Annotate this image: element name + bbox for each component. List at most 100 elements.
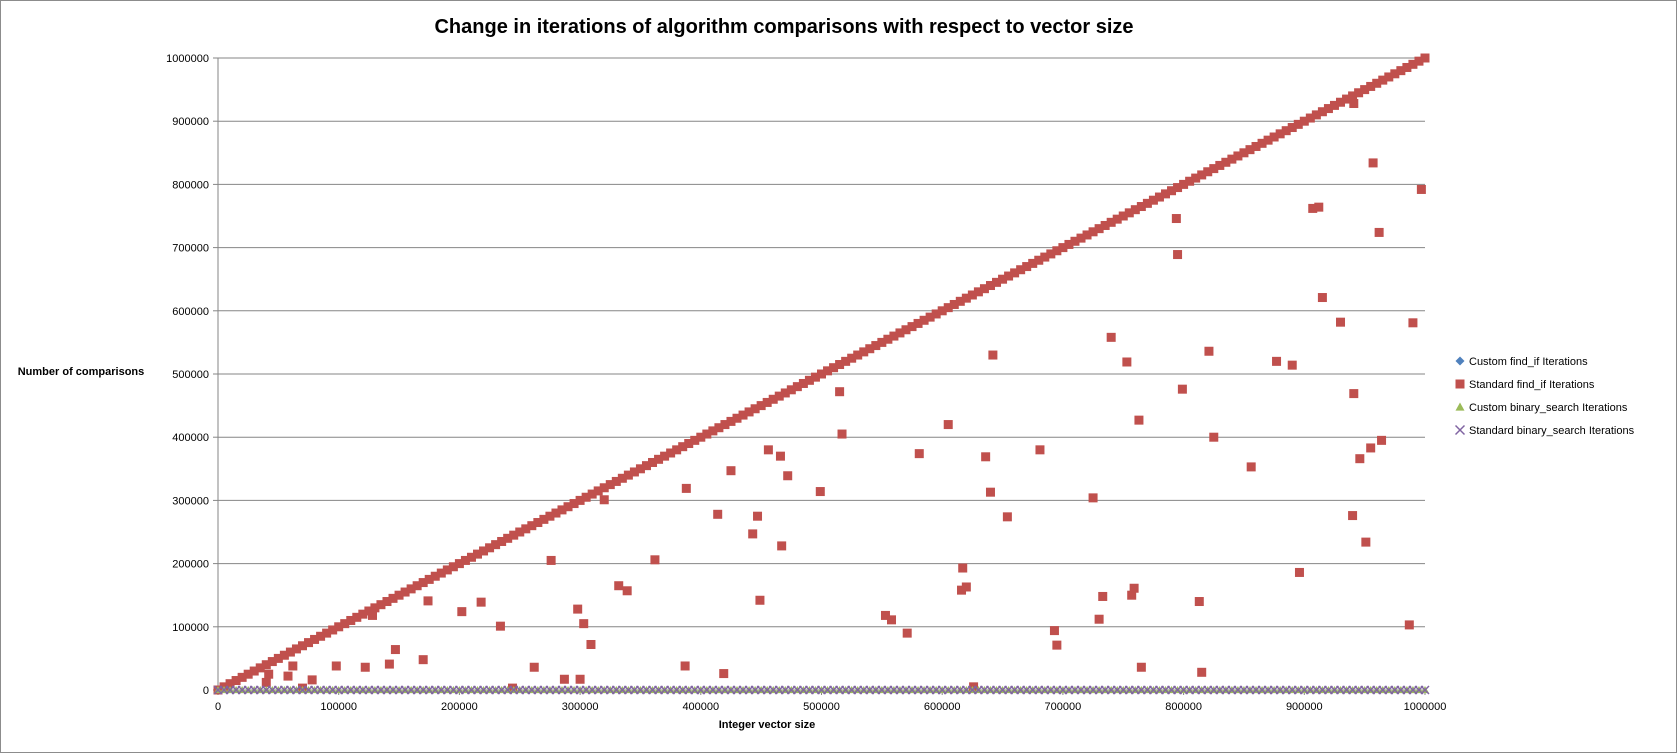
data-point bbox=[460, 555, 470, 565]
data-point bbox=[660, 451, 670, 461]
data-point bbox=[515, 527, 525, 537]
data-point bbox=[1016, 265, 1026, 275]
data-point bbox=[1354, 88, 1364, 98]
data-point bbox=[690, 435, 700, 445]
data-point bbox=[774, 391, 784, 401]
data-point bbox=[285, 647, 295, 657]
data-point bbox=[448, 562, 458, 572]
data-point bbox=[579, 619, 589, 629]
legend-marker bbox=[1455, 402, 1465, 411]
x-axis-title: Integer vector size bbox=[719, 719, 816, 731]
data-point bbox=[1022, 262, 1032, 272]
data-point bbox=[1142, 198, 1152, 208]
data-point bbox=[1308, 203, 1318, 213]
data-point bbox=[1136, 662, 1146, 672]
data-point bbox=[1378, 75, 1388, 85]
legend: Custom find_if Iterations Standard find_i… bbox=[1454, 356, 1635, 437]
x-tick-label: 300000 bbox=[562, 701, 599, 713]
data-point bbox=[1106, 332, 1116, 342]
data-point bbox=[696, 432, 706, 442]
data-point bbox=[702, 429, 712, 439]
data-point bbox=[889, 331, 899, 341]
data-point bbox=[988, 350, 998, 360]
data-point bbox=[744, 407, 754, 417]
data-point bbox=[529, 662, 539, 672]
data-point bbox=[1035, 445, 1045, 455]
data-point bbox=[1366, 81, 1376, 91]
data-point bbox=[768, 394, 778, 404]
data-point bbox=[527, 521, 537, 531]
y-tick-label: 700000 bbox=[172, 243, 209, 255]
data-point bbox=[605, 480, 615, 490]
data-point bbox=[1348, 511, 1358, 521]
data-point bbox=[981, 452, 991, 462]
data-point bbox=[1377, 435, 1387, 445]
data-point bbox=[394, 590, 404, 600]
data-point bbox=[340, 619, 350, 629]
data-point bbox=[297, 641, 307, 651]
y-tick-label: 300000 bbox=[172, 495, 209, 507]
data-point bbox=[748, 529, 758, 539]
data-point bbox=[1185, 176, 1195, 186]
data-point bbox=[559, 674, 569, 684]
data-point bbox=[1317, 293, 1327, 303]
data-point bbox=[883, 334, 893, 344]
data-point bbox=[1004, 271, 1014, 281]
legend-marker bbox=[1455, 356, 1465, 366]
data-point bbox=[914, 449, 924, 459]
data-point bbox=[1311, 110, 1321, 120]
x-tick-label: 900000 bbox=[1286, 701, 1323, 713]
data-point bbox=[388, 593, 398, 603]
data-point bbox=[837, 429, 847, 439]
data-point bbox=[1336, 97, 1346, 107]
data-point bbox=[1209, 432, 1219, 442]
data-point bbox=[264, 669, 274, 679]
data-point bbox=[331, 661, 341, 671]
data-point bbox=[1173, 183, 1183, 193]
legend-label: Standard find_if Iterations bbox=[1469, 379, 1595, 391]
y-tick-label: 900000 bbox=[172, 116, 209, 128]
data-point bbox=[390, 645, 400, 655]
data-point bbox=[1197, 170, 1207, 180]
data-point bbox=[346, 615, 356, 625]
data-point bbox=[958, 563, 968, 573]
data-point bbox=[1323, 104, 1333, 114]
data-point bbox=[750, 404, 760, 414]
data-point bbox=[563, 502, 573, 512]
data-point bbox=[1287, 360, 1297, 370]
y-tick-label: 800000 bbox=[172, 179, 209, 191]
data-point bbox=[1402, 62, 1412, 72]
data-point bbox=[1171, 214, 1181, 224]
data-point bbox=[310, 634, 320, 644]
data-point bbox=[1305, 113, 1315, 123]
data-point bbox=[573, 604, 583, 614]
x-tick-label: 100000 bbox=[320, 701, 357, 713]
data-point bbox=[681, 483, 691, 493]
data-point bbox=[533, 518, 543, 528]
data-point bbox=[955, 296, 965, 306]
data-point bbox=[823, 366, 833, 376]
data-point bbox=[931, 309, 941, 319]
data-point bbox=[243, 669, 253, 679]
data-point bbox=[1088, 227, 1098, 237]
data-point bbox=[1287, 123, 1297, 133]
data-point bbox=[1118, 211, 1128, 221]
data-point bbox=[853, 350, 863, 360]
data-point bbox=[1094, 224, 1104, 234]
data-point bbox=[901, 325, 911, 335]
data-point bbox=[1414, 56, 1424, 66]
data-point bbox=[985, 487, 995, 497]
data-point bbox=[1100, 220, 1110, 230]
data-point bbox=[1408, 59, 1418, 69]
data-point bbox=[967, 290, 977, 300]
data-point bbox=[629, 467, 639, 477]
data-point bbox=[992, 277, 1002, 287]
data-point bbox=[798, 378, 808, 388]
data-point bbox=[792, 382, 802, 392]
data-point bbox=[575, 674, 585, 684]
data-point bbox=[1002, 512, 1012, 522]
data-point bbox=[877, 337, 887, 347]
legend-item: Standard binary_search Iterations bbox=[1454, 424, 1635, 437]
data-point bbox=[732, 413, 742, 423]
